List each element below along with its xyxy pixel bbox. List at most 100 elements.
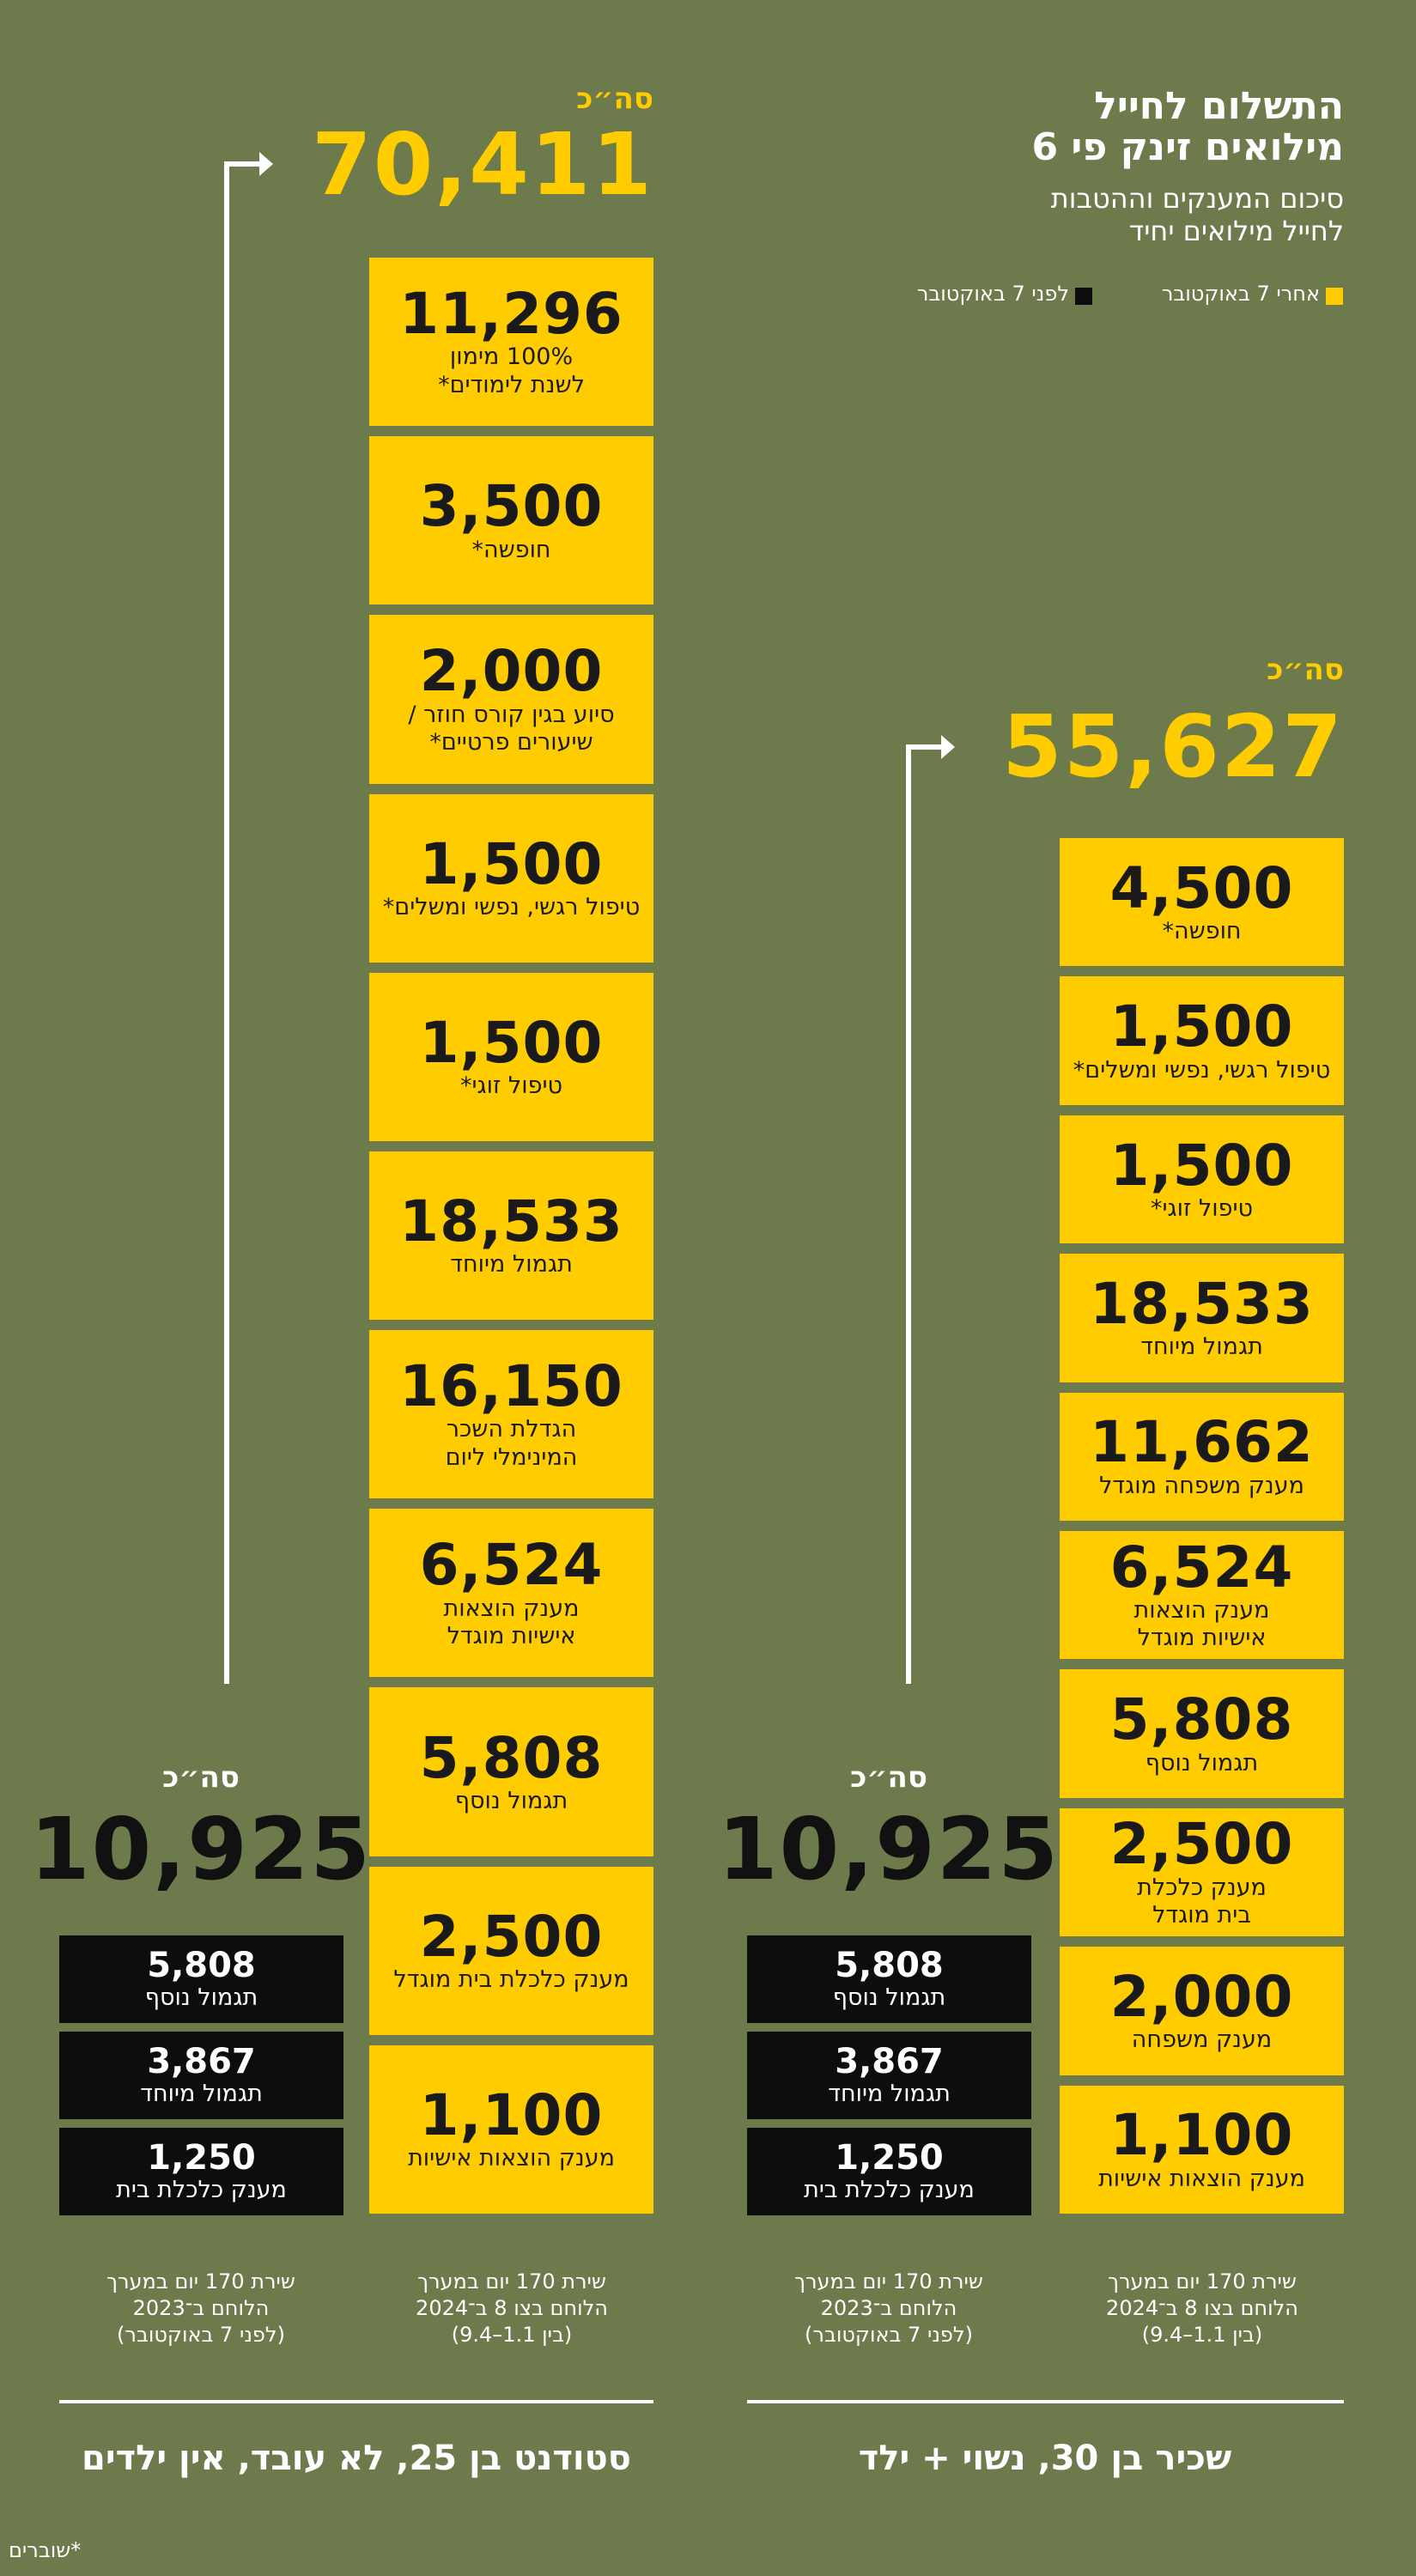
total-label: סה״כ [162,1760,240,1795]
grant-value: 3,867 [147,2041,256,2081]
grant-value: 2,000 [1109,1964,1294,2031]
grant-value: 5,808 [835,1945,944,1985]
panel-title: שכיר בן 30, נשוי + ילד [858,2439,1232,2478]
grant-block: 11,662 מענק משפחה מוגדל [1060,1392,1344,1521]
caption: שירת 170 יום במערך הלוחם ב־2023 (לפני 7 בא… [743,2269,1035,2349]
grant-block: 3,500 חופשה* [369,436,653,605]
grant-label: הגדלת השכר [446,1416,577,1443]
grant-block: 5,808 תגמול נוסף [747,1935,1031,2023]
arrow [906,744,945,1684]
grant-label: שיעורים פרטיים* [429,729,593,756]
grant-value: 2,500 [419,1903,604,1970]
caption-line: הלוחם ב־2023 [132,2296,270,2321]
grant-block: 11,296 100% מימון לשנת לימודים* [369,258,653,427]
grant-block: 3,867 תגמול מיוחד [747,2032,1031,2119]
subtitle-line: סיכום המענקים וההטבות [1050,182,1344,215]
grant-block: 6,524 מענק הוצאות אישיות מוגדל [1060,1531,1344,1660]
grant-label: לשנת לימודים* [438,371,585,398]
grant-label: מענק משפחה [1131,2026,1273,2054]
grant-block: 2,500 מענק כלכלת בית מוגדל [369,1866,653,2035]
caption: שירת 170 יום במערך הלוחם ב־2023 (לפני 7 בא… [55,2269,347,2349]
grant-label: תגמול נוסף [832,1984,946,2011]
grant-value: 1,500 [419,830,604,897]
legend-swatch [1075,288,1092,305]
grant-block: 1,100 מענק הוצאות אישיות [1060,2085,1344,2214]
grant-label: מענק כלכלת בית [804,2176,975,2203]
grant-value: 18,533 [399,1188,623,1255]
grant-value: 3,867 [835,2041,944,2081]
grant-block: 1,250 מענק כלכלת בית [747,2128,1031,2215]
grant-block: 1,500 טיפול רגשי, נפשי ומשלים* [1060,976,1344,1105]
grant-value: 1,250 [147,2137,256,2178]
total-value: 70,411 [312,114,653,215]
arrow-head [941,735,955,759]
grant-block: 18,533 תגמול מיוחד [369,1151,653,1321]
grant-label: תגמול מיוחד [450,1251,573,1279]
total-value: 10,925 [30,1799,372,1899]
total-label: סה״כ [576,82,653,116]
caption-line: (בין 1.1–9.4) [1141,2323,1263,2348]
total-label: סה״כ [1267,653,1344,687]
grant-block: 18,533 תגמול מיוחד [1060,1254,1344,1382]
grant-label: טיפול רגשי, נפשי ומשלים* [382,894,641,921]
grant-value: 5,808 [147,1945,256,1985]
arrow [224,161,263,1684]
caption-line: שירת 170 יום במערך [106,2269,295,2293]
grant-label: מענק הוצאות [1133,1596,1270,1624]
title-line: מילואים זינק פי 6 [1031,125,1344,169]
grant-label: תגמול נוסף [454,1787,568,1814]
grant-value: 4,500 [1109,854,1294,921]
grant-label: מענק כלכלת [1137,1874,1267,1901]
grant-value: 1,100 [419,2082,604,2149]
grant-block: 1,250 מענק כלכלת בית [59,2128,343,2215]
legend-swatch [1326,288,1343,305]
grant-label: 100% מימון [449,343,574,371]
grant-value: 18,533 [1090,1271,1314,1338]
caption-line: הלוחם בצו 8 ב־2024 [1106,2296,1298,2321]
total-label: סה״כ [850,1760,927,1795]
grant-label: תגמול מיוחד [1140,1334,1263,1361]
grant-label: טיפול זוגי* [459,1072,563,1100]
grant-block: 2,000 מענק משפחה [1060,1947,1344,2075]
caption-line: הלוחם ב־2023 [820,2296,957,2321]
grant-block: 1,500 טיפול זוגי* [369,972,653,1141]
grant-label: המינימלי ליום [445,1443,578,1471]
grant-value: 16,150 [399,1353,623,1420]
grant-value: 2,000 [419,638,604,705]
grant-value: 5,808 [419,1724,604,1791]
grant-label: תגמול מיוחד [828,2080,951,2107]
grant-label: טיפול רגשי, נפשי ומשלים* [1073,1056,1331,1084]
grant-block: 3,867 תגמול מיוחד [59,2032,343,2119]
panel-title: סטודנט בן 25, לא עובד, אין ילדים [82,2439,631,2478]
caption-line: שירת 170 יום במערך [417,2269,606,2293]
grant-value: 11,662 [1090,1409,1314,1476]
footnote: *שוברים [9,2538,82,2562]
total-value: 10,925 [718,1799,1060,1899]
caption-line: שירת 170 יום במערך [794,2269,983,2293]
grant-block: 1,100 מענק הוצאות אישיות [369,2044,653,2214]
grant-block: 5,808 תגמול נוסף [59,1935,343,2023]
caption-line: (בין 1.1–9.4) [451,2323,573,2348]
grant-label: תגמול נוסף [1145,1749,1259,1777]
caption: שירת 170 יום במערך הלוחם בצו 8 ב־2024 (בין… [366,2269,658,2349]
grant-label: תגמול נוסף [144,1984,258,2011]
caption-line: (לפני 7 באוקטובר) [805,2323,973,2348]
caption-line: (לפני 7 באוקטובר) [117,2323,285,2348]
grant-label: חופשה* [1162,918,1242,945]
grant-block: 2,500 מענק כלכלת בית מוגדל [1060,1807,1344,1937]
grant-value: 1,250 [835,2137,944,2178]
grant-value: 6,524 [419,1532,604,1599]
caption: שירת 170 יום במערך הלוחם בצו 8 ב־2024 (בין… [1056,2269,1348,2349]
caption-line: הלוחם בצו 8 ב־2024 [416,2296,608,2321]
grant-label: מענק כלכלת בית מוגדל [393,1966,629,1994]
grant-value: 1,500 [419,1009,604,1076]
grant-label: מענק כלכלת בית [116,2176,287,2203]
grant-label: מענק משפחה מוגדל [1099,1472,1304,1499]
grant-block: 1,500 טיפול רגשי, נפשי ומשלים* [369,793,653,963]
grant-label: בית מוגדל [1152,1902,1251,1929]
grant-label: מענק הוצאות [443,1595,580,1622]
grant-value: 1,500 [1109,993,1294,1060]
grant-value: 11,296 [399,281,623,348]
